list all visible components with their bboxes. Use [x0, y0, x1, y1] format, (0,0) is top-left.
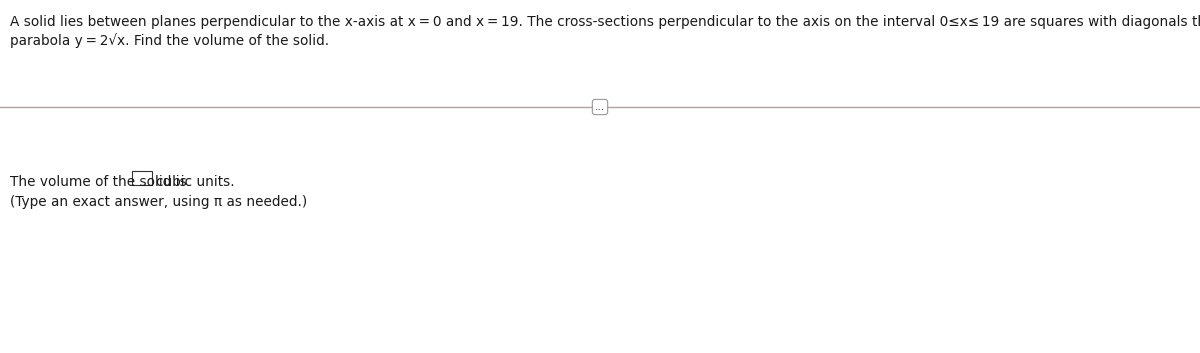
Text: ...: ...	[595, 102, 605, 112]
Text: parabola y = 2√x. Find the volume of the solid.: parabola y = 2√x. Find the volume of the…	[10, 33, 329, 48]
Text: A solid lies between planes perpendicular to the x-axis at x = 0 and x = 19. The: A solid lies between planes perpendicula…	[10, 14, 1200, 29]
Bar	[132, 171, 152, 185]
Text: cubic units.: cubic units.	[156, 175, 235, 189]
Text: (Type an exact answer, using π as needed.): (Type an exact answer, using π as needed…	[10, 195, 307, 209]
Text: The volume of the solid is: The volume of the solid is	[10, 175, 187, 189]
